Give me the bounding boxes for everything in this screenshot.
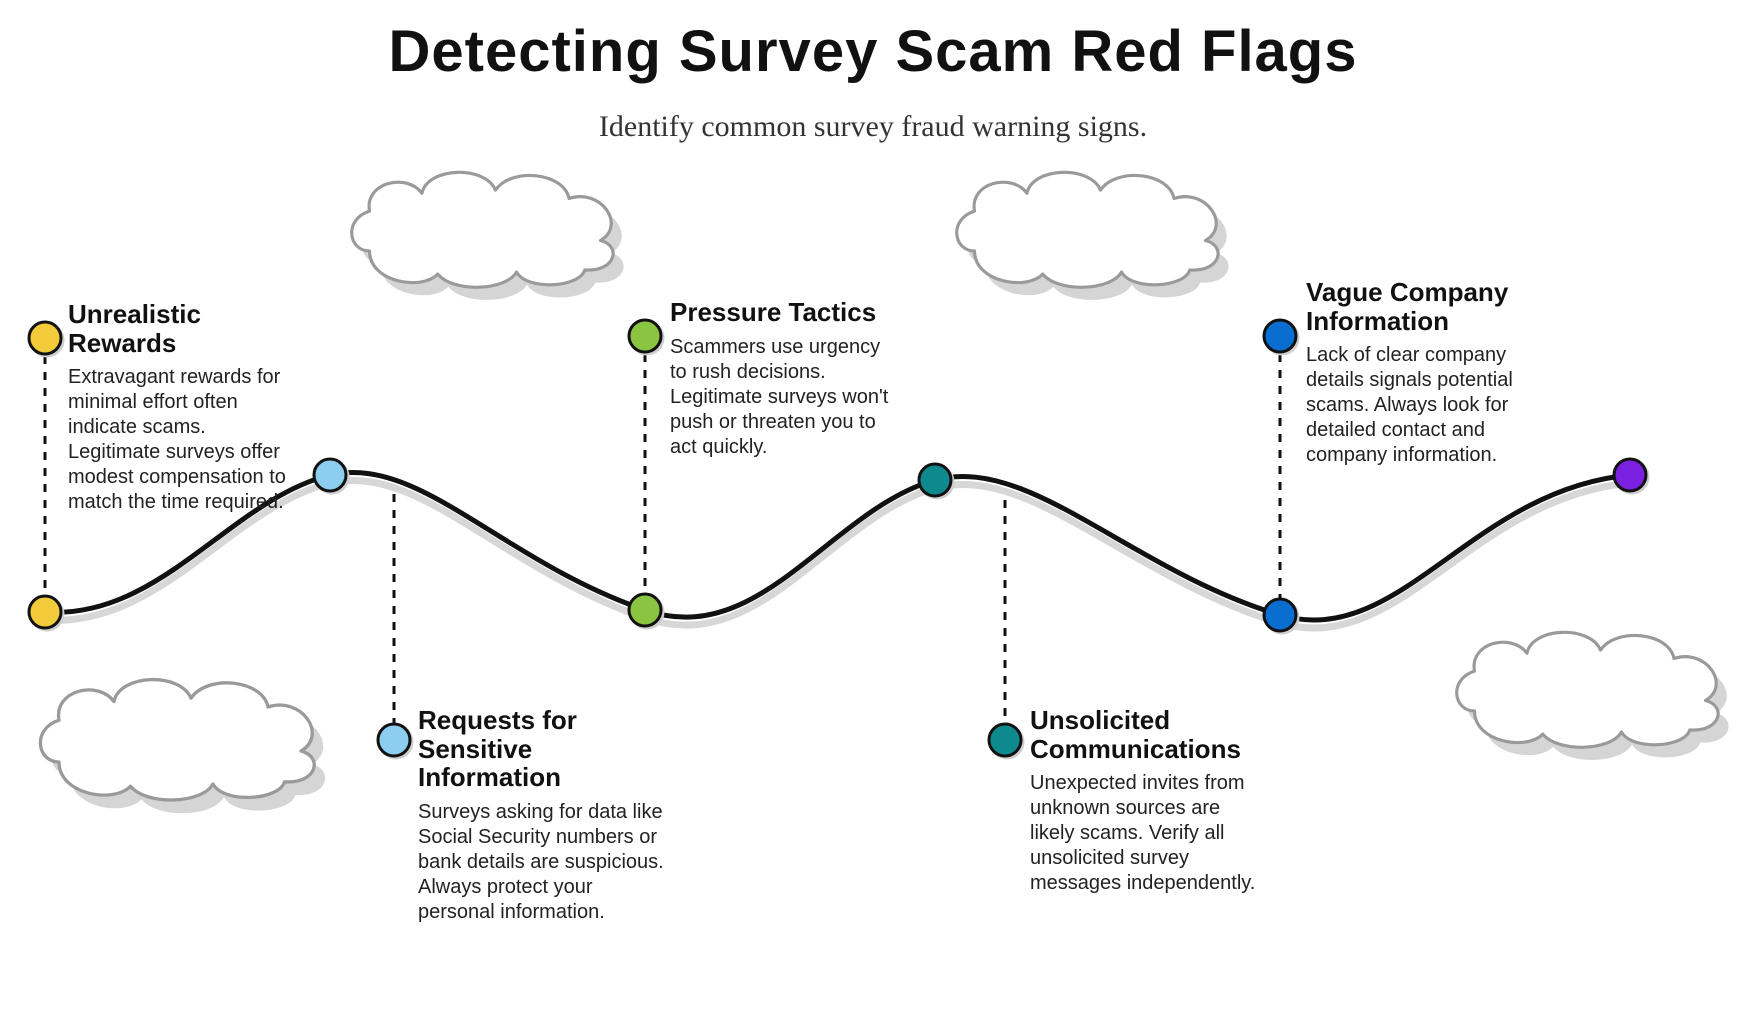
timeline-dot xyxy=(919,464,951,496)
item-description: Scammers use urgency to rush decisions. … xyxy=(670,335,890,460)
page-subtitle: Identify common survey fraud warning sig… xyxy=(0,110,1746,144)
timeline-item: Unsolicited Communications Unexpected inv… xyxy=(1030,706,1260,896)
timeline-dot xyxy=(29,596,61,628)
label-dot xyxy=(989,724,1021,756)
item-title: Unrealistic Rewards xyxy=(68,300,298,357)
timeline-dot xyxy=(1614,459,1646,491)
cloud-icon xyxy=(1457,632,1729,760)
item-title: Pressure Tactics xyxy=(670,298,890,327)
item-description: Extravagant rewards for minimal effort o… xyxy=(68,365,298,515)
item-title: Vague Company Information xyxy=(1306,278,1536,335)
item-description: Unexpected invites from unknown sources … xyxy=(1030,771,1260,896)
timeline-item: Pressure Tactics Scammers use urgency to … xyxy=(670,298,890,460)
label-dot xyxy=(29,322,61,354)
item-title: Requests for Sensitive Information xyxy=(418,706,668,792)
timeline-dot xyxy=(629,594,661,626)
infographic-stage: Detecting Survey Scam Red Flags Identify… xyxy=(0,0,1746,1019)
item-description: Lack of clear company details signals po… xyxy=(1306,343,1536,468)
timeline-item: Vague Company Information Lack of clear c… xyxy=(1306,278,1536,468)
timeline-dot xyxy=(314,459,346,491)
timeline-dot xyxy=(1264,599,1296,631)
cloud-icon xyxy=(957,172,1229,300)
cloud-icon xyxy=(352,172,624,300)
item-description: Surveys asking for data like Social Secu… xyxy=(418,800,668,925)
page-title: Detecting Survey Scam Red Flags xyxy=(0,18,1746,85)
timeline-item: Requests for Sensitive InformationSurvey… xyxy=(418,706,668,925)
label-dot xyxy=(378,724,410,756)
item-title: Unsolicited Communications xyxy=(1030,706,1260,763)
timeline-item: Unrealistic Rewards Extravagant rewards f… xyxy=(68,300,298,515)
cloud-icon xyxy=(40,680,325,814)
label-dot xyxy=(1264,320,1296,352)
label-dot xyxy=(629,320,661,352)
